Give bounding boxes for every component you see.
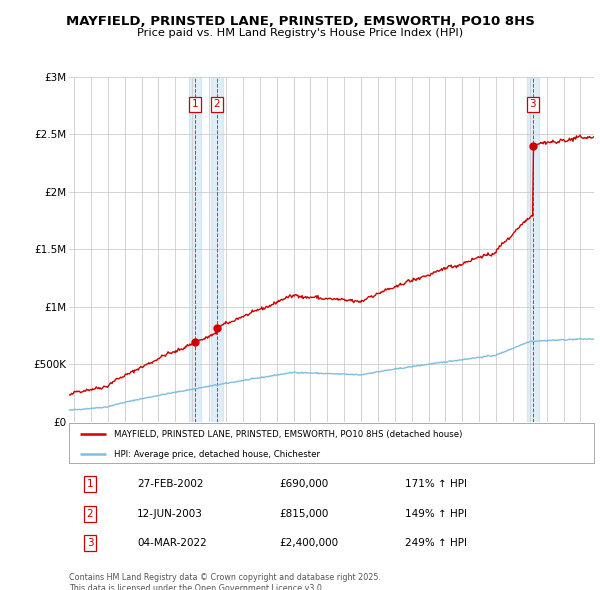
Text: £2,400,000: £2,400,000 — [279, 539, 338, 548]
Text: 1: 1 — [191, 99, 198, 109]
Bar — [211, 77, 223, 422]
Text: 12-JUN-2003: 12-JUN-2003 — [137, 509, 203, 519]
Text: Price paid vs. HM Land Registry's House Price Index (HPI): Price paid vs. HM Land Registry's House … — [137, 28, 463, 38]
Text: MAYFIELD, PRINSTED LANE, PRINSTED, EMSWORTH, PO10 8HS: MAYFIELD, PRINSTED LANE, PRINSTED, EMSWO… — [65, 15, 535, 28]
Text: 27-FEB-2002: 27-FEB-2002 — [137, 480, 204, 489]
Text: Contains HM Land Registry data © Crown copyright and database right 2025.
This d: Contains HM Land Registry data © Crown c… — [69, 573, 381, 590]
Text: 1: 1 — [86, 480, 94, 489]
Text: 149% ↑ HPI: 149% ↑ HPI — [405, 509, 467, 519]
Text: 171% ↑ HPI: 171% ↑ HPI — [405, 480, 467, 489]
Text: 2: 2 — [214, 99, 220, 109]
Text: 3: 3 — [86, 539, 94, 548]
Bar — [527, 77, 539, 422]
Text: 2: 2 — [86, 509, 94, 519]
Text: £690,000: £690,000 — [279, 480, 328, 489]
Text: HPI: Average price, detached house, Chichester: HPI: Average price, detached house, Chic… — [113, 450, 320, 459]
Text: £815,000: £815,000 — [279, 509, 328, 519]
Text: 04-MAR-2022: 04-MAR-2022 — [137, 539, 207, 548]
Text: MAYFIELD, PRINSTED LANE, PRINSTED, EMSWORTH, PO10 8HS (detached house): MAYFIELD, PRINSTED LANE, PRINSTED, EMSWO… — [113, 430, 462, 439]
Bar — [189, 77, 200, 422]
Text: 3: 3 — [529, 99, 536, 109]
Text: 249% ↑ HPI: 249% ↑ HPI — [405, 539, 467, 548]
